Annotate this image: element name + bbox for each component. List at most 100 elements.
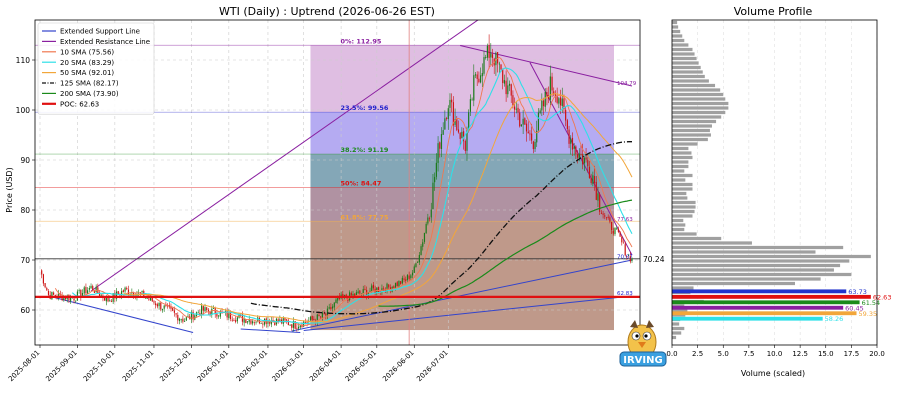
candle-body — [250, 320, 252, 324]
candle-body — [299, 325, 301, 328]
volume-x-axis-label: Volume (scaled) — [741, 369, 805, 378]
candle-body — [287, 320, 289, 326]
candle-body — [612, 230, 614, 234]
candle-body — [566, 120, 568, 130]
candle-body — [427, 217, 429, 224]
legend-entry: 10 SMA (75.56) — [60, 48, 114, 56]
volume-bar — [672, 47, 693, 52]
sma50-line — [123, 93, 633, 323]
candle-body — [161, 309, 164, 311]
volume-bar — [672, 178, 686, 182]
candle-body — [575, 146, 577, 155]
legend-entry: 20 SMA (83.29) — [60, 59, 114, 67]
volume-bar — [672, 56, 697, 61]
candle-body — [360, 293, 363, 295]
candle-body — [582, 154, 584, 165]
candle-body — [303, 321, 305, 327]
candle-body — [371, 285, 373, 292]
candle-body — [435, 162, 437, 177]
volume-bar — [672, 245, 844, 250]
candle-body — [457, 129, 460, 133]
candle-body — [546, 92, 548, 97]
volume-bar — [672, 232, 697, 236]
candle-body — [590, 177, 592, 183]
volume-bar — [672, 61, 699, 65]
volume-bar — [672, 250, 816, 254]
volume-bar — [672, 88, 721, 92]
candle-body — [517, 107, 519, 113]
candle-body — [485, 57, 487, 58]
candle-body — [536, 130, 538, 143]
candle-body — [313, 318, 315, 321]
candle-body — [548, 95, 550, 100]
price-label: 77.63 — [617, 217, 633, 223]
candle-body — [420, 246, 422, 256]
main-chart-title: WTI (Daily) : Uptrend (2026-06-26 EST) — [219, 5, 435, 18]
candle-body — [304, 322, 306, 323]
volume-x-tick-label: 10.0 — [767, 350, 783, 358]
volume-bar — [672, 227, 685, 232]
candle-body — [388, 284, 390, 288]
candle-body — [206, 307, 208, 310]
candle-body — [415, 263, 417, 268]
candle-body — [180, 319, 182, 321]
candle-body — [44, 283, 46, 288]
candle-body — [117, 291, 119, 295]
candle-body — [600, 212, 602, 214]
candle-body — [110, 300, 113, 302]
candle-body — [473, 75, 475, 101]
candle-body — [192, 311, 194, 320]
y-tick-label: 90 — [20, 156, 30, 165]
volume-bar — [672, 142, 698, 146]
candle-body — [491, 54, 494, 58]
volume-bar — [672, 101, 729, 106]
candle-body — [309, 316, 312, 321]
volume-bar — [672, 115, 722, 119]
volume-bar — [672, 133, 711, 137]
candle-body — [617, 228, 619, 232]
candle-body — [53, 292, 55, 295]
candle-body — [529, 133, 531, 135]
candle-body — [326, 308, 329, 316]
candle-body — [204, 307, 206, 312]
candle-body — [321, 312, 323, 318]
candle-body — [488, 44, 490, 58]
price-label: 70.07 — [617, 255, 633, 261]
candle-body — [274, 321, 276, 326]
candle-body — [437, 143, 439, 163]
candle-body — [359, 290, 361, 294]
candle-body — [495, 52, 497, 66]
candle-body — [104, 297, 106, 301]
candle-body — [432, 182, 434, 210]
candle-body — [201, 305, 203, 315]
fib-label-2: 38.2%: 91.19 — [340, 146, 388, 154]
volume-bar — [672, 119, 717, 124]
candle-body — [187, 315, 189, 317]
candle-body — [156, 304, 158, 307]
volume-x-tick-label: 7.5 — [743, 350, 754, 358]
candle-body — [63, 296, 65, 300]
volume-x-tick-label: 17.5 — [844, 350, 860, 358]
candle-body — [498, 63, 500, 65]
candle-body — [284, 318, 286, 321]
legend-entry: Extended Resistance Line — [60, 38, 150, 46]
candle-body — [451, 99, 453, 103]
candle-body — [554, 94, 557, 97]
candle-body — [190, 311, 193, 320]
candle-body — [561, 98, 563, 106]
candle-body — [90, 285, 92, 289]
candle-body — [70, 296, 72, 301]
candle-body — [121, 291, 123, 296]
candle-body — [571, 137, 574, 150]
volume-bar — [672, 164, 689, 169]
candle-body — [146, 298, 148, 299]
candle-body — [454, 119, 456, 125]
candle-body — [211, 308, 213, 315]
y-axis-label: Price (USD) — [5, 167, 14, 212]
candle-body — [88, 288, 90, 290]
candle-body — [209, 311, 211, 315]
candle-body — [442, 130, 444, 135]
candle-body — [576, 154, 579, 158]
candle-body — [614, 227, 616, 235]
